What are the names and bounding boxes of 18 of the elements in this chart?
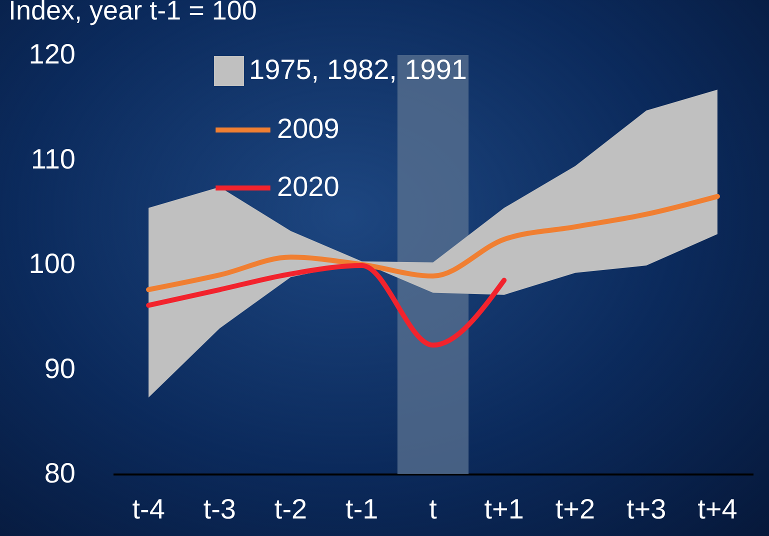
y-tick-label: 80 xyxy=(44,458,76,488)
y-axis-title: Index, year t-1 = 100 xyxy=(8,0,257,26)
x-tick-label: t+4 xyxy=(698,494,738,524)
x-tick-label: t-4 xyxy=(132,494,165,524)
y-tick-label: 110 xyxy=(30,143,76,174)
x-tick-label: t+1 xyxy=(484,494,524,524)
x-tick-label: t-3 xyxy=(203,494,236,524)
x-tick-label: t-1 xyxy=(346,494,378,524)
legend-label: 2020 xyxy=(277,171,340,202)
y-tick-label: 90 xyxy=(44,352,76,384)
y-tick-label: 120 xyxy=(28,38,76,70)
x-tick-label: t+3 xyxy=(626,494,666,524)
y-tick-label: 100 xyxy=(28,248,76,279)
legend-label: 2009 xyxy=(277,113,340,144)
x-tick-label: t+2 xyxy=(555,494,596,524)
x-tick-label: t xyxy=(429,494,438,524)
x-tick-label: t-2 xyxy=(274,494,308,524)
legend-label: 1975, 1982, 1991 xyxy=(249,54,467,85)
